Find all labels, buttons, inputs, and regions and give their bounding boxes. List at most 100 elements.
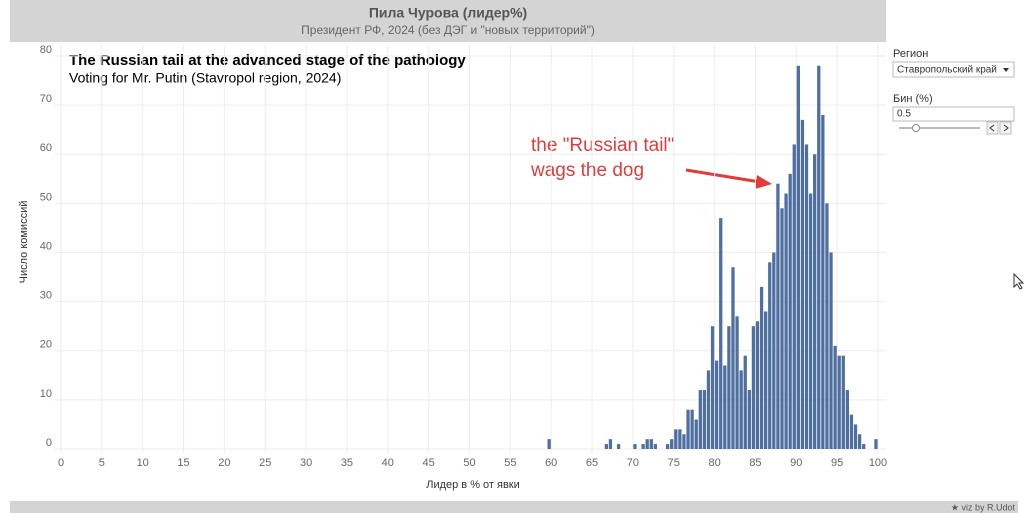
x-tick-label: 100	[869, 457, 887, 469]
bar	[764, 311, 768, 449]
bar	[735, 316, 739, 449]
bar	[633, 444, 637, 449]
bar	[731, 267, 735, 449]
bar	[649, 439, 653, 449]
x-tick-label: 0	[58, 457, 64, 469]
x-tick-label: 25	[259, 457, 271, 469]
y-tick-label: 0	[46, 437, 52, 449]
callout-line: wags the dog	[530, 160, 644, 181]
bar	[694, 419, 698, 449]
x-tick-label: 45	[423, 457, 435, 469]
bar	[788, 173, 792, 449]
decrement-icon	[989, 124, 995, 132]
bar	[857, 434, 862, 449]
bar	[674, 429, 678, 449]
y-tick-label: 60	[40, 142, 52, 154]
x-tick-label: 70	[627, 457, 639, 469]
bar	[800, 119, 805, 450]
bar	[702, 390, 707, 449]
callout-line: the "Russian tail"	[531, 135, 674, 156]
bar	[845, 390, 850, 449]
bar	[792, 144, 796, 450]
x-tick-label: 5	[99, 457, 105, 469]
callout-arrowhead	[755, 175, 772, 189]
x-tick-label: 10	[137, 457, 149, 469]
bar	[841, 355, 845, 449]
plot: 0 10 20 30 40 50 60 70 80 0 5 10 15 20 25 30 35 40 45 50 55 6…	[40, 44, 887, 469]
region-dropdown[interactable]	[892, 61, 1015, 78]
x-tick-label: 75	[668, 457, 680, 469]
bar	[739, 370, 743, 449]
bar	[665, 444, 670, 449]
y-tick-label: 40	[40, 240, 52, 252]
bar	[768, 262, 772, 449]
y-tick-label: 70	[40, 93, 52, 105]
bar	[796, 65, 800, 449]
annotation-subtitle: Voting for Mr. Putin (Stavropol region, …	[69, 70, 341, 86]
bar	[780, 208, 784, 449]
bar	[608, 439, 613, 449]
y-axis-label: Число комиссий	[18, 201, 30, 284]
bar	[804, 144, 809, 450]
x-tick-label: 85	[749, 457, 761, 469]
region-value: Ставропольский край	[897, 65, 997, 76]
bar	[833, 345, 837, 449]
bar	[641, 444, 645, 449]
bar	[670, 439, 674, 449]
increment-icon	[1003, 124, 1009, 132]
bar	[755, 321, 760, 449]
x-tick-label: 20	[218, 457, 230, 469]
bar	[743, 355, 747, 449]
bin-decrement[interactable]	[986, 121, 999, 135]
bar	[686, 409, 690, 449]
bin-input[interactable]	[892, 106, 1015, 122]
bar	[747, 390, 751, 449]
bar	[862, 444, 866, 449]
bar	[698, 390, 702, 449]
bar	[874, 439, 878, 449]
annotation-title: The Russian tail at the advanced stage o…	[69, 52, 466, 69]
bar	[821, 114, 825, 449]
bar	[813, 154, 817, 449]
bin-slider-knob[interactable]	[912, 124, 920, 132]
header-band	[10, 0, 886, 42]
bar	[808, 193, 813, 449]
bin-increment[interactable]	[999, 121, 1012, 135]
bar	[719, 218, 723, 449]
bar	[825, 203, 829, 449]
y-tick-label: 20	[40, 339, 52, 351]
header-subtitle: Президент РФ, 2024 (без ДЭГ и "новых тер…	[301, 23, 595, 37]
bar	[706, 370, 711, 449]
x-tick-label: 60	[545, 457, 557, 469]
x-axis-label: Лидер в % от явки	[426, 479, 520, 491]
bar	[751, 326, 756, 449]
bar	[710, 326, 715, 449]
bar	[715, 360, 719, 449]
bar	[784, 193, 788, 449]
x-tick-label: 15	[177, 457, 189, 469]
bar	[616, 444, 621, 449]
bar	[853, 424, 858, 449]
bar	[653, 444, 658, 449]
footer-band	[10, 501, 1018, 513]
x-tick-label: 80	[708, 457, 720, 469]
bar	[678, 429, 682, 449]
bar	[645, 439, 649, 449]
bar	[682, 434, 686, 449]
bar	[776, 183, 780, 449]
bar	[849, 414, 854, 449]
mouse-cursor	[1013, 272, 1024, 290]
bin-label: Бин (%)	[893, 93, 933, 105]
footer-credit: ★ viz by R.Udot	[951, 502, 1016, 512]
y-tick-label: 10	[40, 388, 52, 400]
bar	[727, 326, 731, 449]
header-title: Пила Чурова (лидер%)	[369, 5, 527, 21]
x-tick-label: 90	[790, 457, 802, 469]
bar	[817, 65, 821, 449]
region-label: Регион	[893, 48, 928, 60]
x-tick-label: 35	[341, 457, 353, 469]
bar	[690, 409, 694, 449]
bar	[829, 252, 833, 449]
x-tick-label: 50	[463, 457, 475, 469]
